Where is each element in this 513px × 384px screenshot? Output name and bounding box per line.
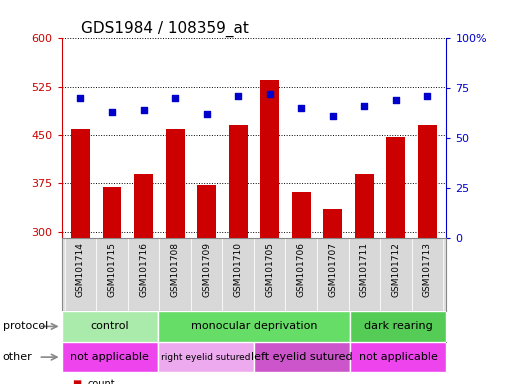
Text: GSM101705: GSM101705 bbox=[265, 242, 274, 297]
Text: GSM101706: GSM101706 bbox=[297, 242, 306, 297]
Text: count: count bbox=[87, 379, 115, 384]
Bar bbox=[65, 238, 96, 311]
Bar bbox=[223, 238, 254, 311]
Bar bbox=[158, 311, 350, 342]
Bar bbox=[166, 129, 185, 384]
Bar bbox=[128, 238, 160, 311]
Text: ■: ■ bbox=[72, 379, 81, 384]
Bar bbox=[418, 125, 437, 384]
Bar bbox=[62, 342, 158, 372]
Bar bbox=[160, 238, 191, 311]
Point bbox=[76, 95, 85, 101]
Point bbox=[140, 107, 148, 113]
Text: GSM101710: GSM101710 bbox=[233, 242, 243, 297]
Bar bbox=[134, 174, 153, 384]
Bar bbox=[355, 174, 374, 384]
Text: monocular deprivation: monocular deprivation bbox=[191, 321, 317, 331]
Point bbox=[423, 93, 431, 99]
Bar bbox=[350, 342, 446, 372]
Bar bbox=[62, 311, 158, 342]
Bar bbox=[197, 185, 216, 384]
Text: other: other bbox=[3, 352, 32, 362]
Point bbox=[234, 93, 242, 99]
Text: right eyelid sutured: right eyelid sutured bbox=[161, 353, 250, 362]
Point bbox=[297, 105, 305, 111]
Bar bbox=[348, 238, 380, 311]
Text: not applicable: not applicable bbox=[359, 352, 438, 362]
Text: GSM101711: GSM101711 bbox=[360, 242, 369, 297]
Text: GSM101712: GSM101712 bbox=[391, 242, 400, 296]
Text: GDS1984 / 108359_at: GDS1984 / 108359_at bbox=[81, 21, 249, 37]
Bar bbox=[96, 238, 128, 311]
Text: GSM101708: GSM101708 bbox=[171, 242, 180, 297]
Bar bbox=[158, 342, 254, 372]
Point bbox=[171, 95, 179, 101]
Text: GSM101716: GSM101716 bbox=[139, 242, 148, 297]
Bar bbox=[350, 311, 446, 342]
Bar bbox=[292, 192, 311, 384]
Bar bbox=[411, 238, 443, 311]
Text: not applicable: not applicable bbox=[70, 352, 149, 362]
Text: GSM101715: GSM101715 bbox=[108, 242, 116, 297]
Bar bbox=[71, 129, 90, 384]
Text: GSM101709: GSM101709 bbox=[202, 242, 211, 297]
Text: control: control bbox=[90, 321, 129, 331]
Bar bbox=[317, 238, 348, 311]
Bar bbox=[254, 342, 350, 372]
Text: GSM101713: GSM101713 bbox=[423, 242, 432, 297]
Bar bbox=[285, 238, 317, 311]
Text: dark rearing: dark rearing bbox=[364, 321, 432, 331]
Bar bbox=[323, 209, 342, 384]
Point bbox=[392, 97, 400, 103]
Bar bbox=[191, 238, 223, 311]
Text: GSM101714: GSM101714 bbox=[76, 242, 85, 296]
Bar bbox=[103, 187, 122, 384]
Bar bbox=[386, 137, 405, 384]
Text: left eyelid sutured: left eyelid sutured bbox=[251, 352, 353, 362]
Bar bbox=[254, 238, 285, 311]
Bar bbox=[260, 80, 279, 384]
Point bbox=[266, 91, 274, 98]
Point bbox=[329, 113, 337, 119]
Text: protocol: protocol bbox=[3, 321, 48, 331]
Bar bbox=[229, 125, 248, 384]
Point bbox=[203, 111, 211, 118]
Text: GSM101707: GSM101707 bbox=[328, 242, 337, 297]
Bar bbox=[380, 238, 411, 311]
Point bbox=[108, 109, 116, 115]
Point bbox=[360, 103, 368, 109]
